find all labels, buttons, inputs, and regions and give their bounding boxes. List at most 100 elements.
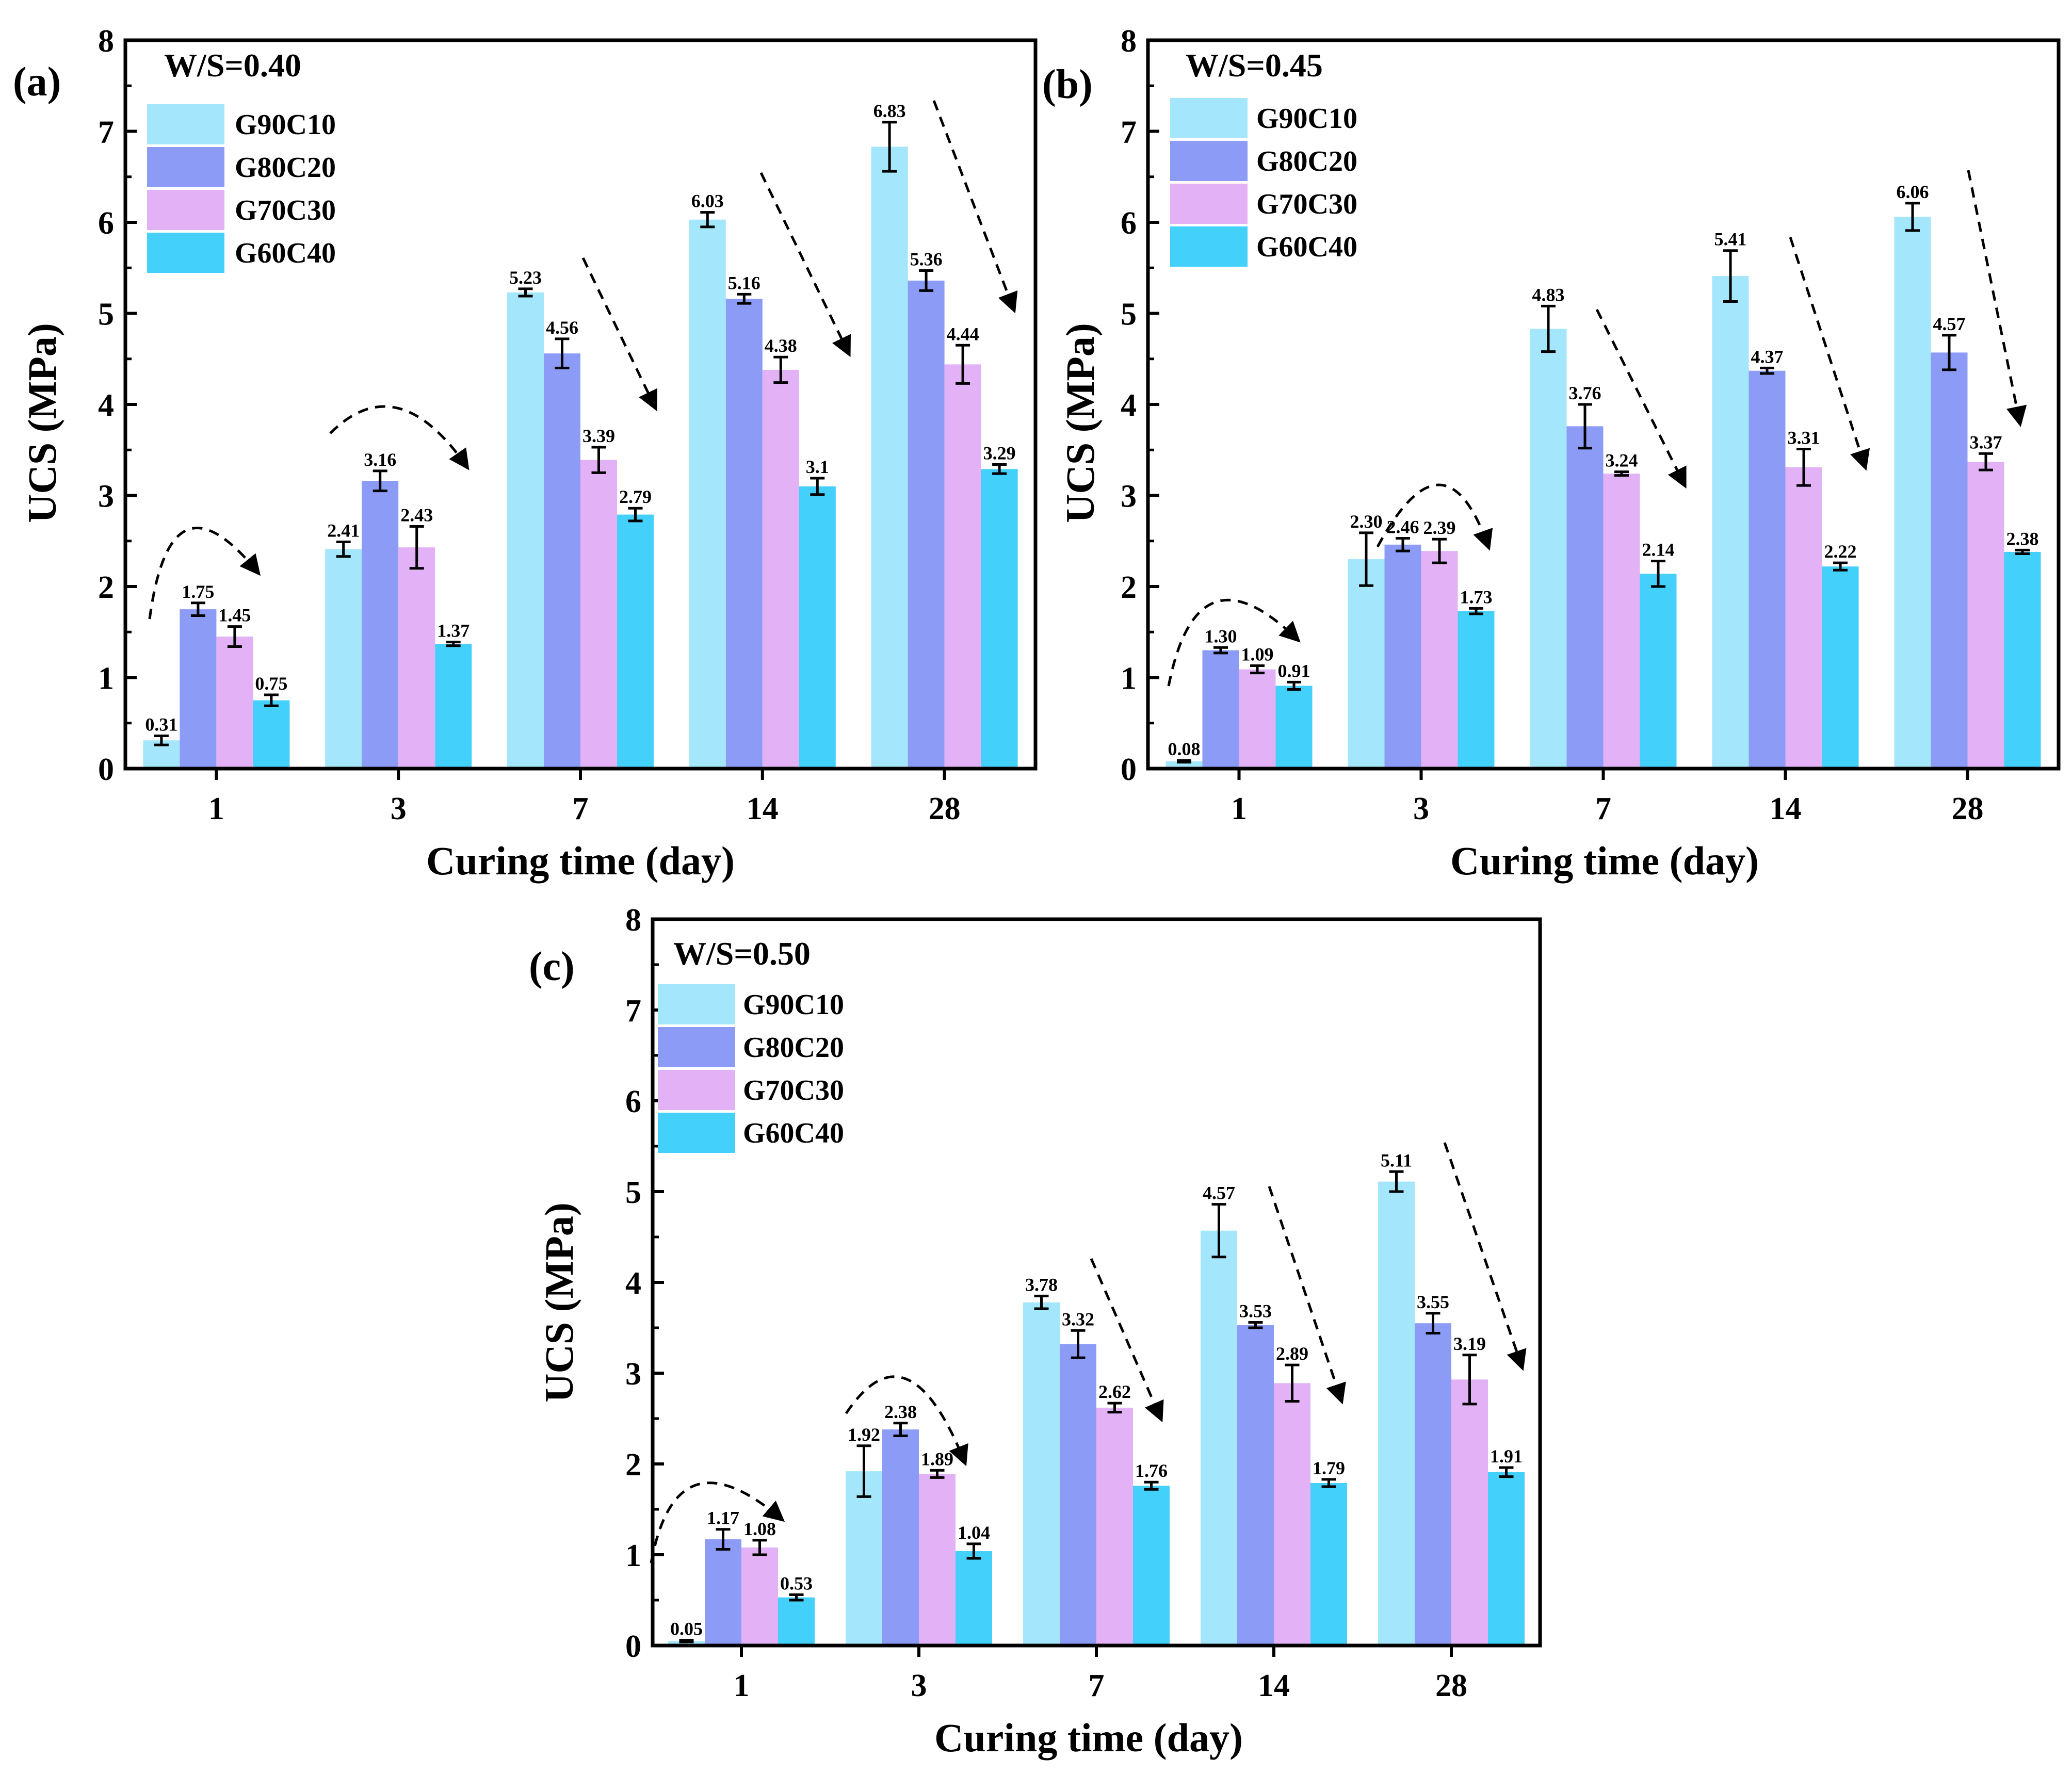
data-label: 2.89 <box>1276 1343 1308 1364</box>
x-tick-label: 7 <box>1089 1668 1105 1703</box>
bar-g70c30 <box>1239 669 1276 769</box>
bar-g60c40 <box>799 486 836 769</box>
y-tick-label: 3 <box>1121 479 1137 514</box>
trend-arrows <box>1167 170 2027 687</box>
legend-swatch <box>1170 141 1248 181</box>
y-tick-label: 5 <box>98 297 114 332</box>
bar-g90c10 <box>1166 761 1203 769</box>
data-label: 2.46 <box>1387 516 1419 537</box>
legend-label: G70C30 <box>1256 188 1357 220</box>
data-label: 1.89 <box>921 1448 953 1469</box>
bar-g60c40 <box>2004 551 2041 769</box>
y-tick-label: 3 <box>625 1357 641 1392</box>
y-tick-label: 4 <box>98 388 114 423</box>
bar-g70c30 <box>1451 1379 1488 1646</box>
x-axis-title: Curing time (day) <box>426 838 735 883</box>
y-axis-title: UCS (MPa) <box>20 323 64 523</box>
y-tick-label: 1 <box>98 661 114 696</box>
data-label: 6.06 <box>1897 182 1929 202</box>
bar-g60c40 <box>1458 611 1495 769</box>
bar-g80c20 <box>1384 544 1421 769</box>
bar-g90c10 <box>1530 329 1567 769</box>
legend-label: G60C40 <box>1256 231 1357 263</box>
legend: W/S=0.45 G90C10 G80C20 G70C30 G60C40 <box>1170 47 1357 267</box>
trend-arrow <box>759 172 851 357</box>
data-label: 4.83 <box>1532 284 1565 305</box>
bar-g60c40 <box>1822 566 1859 769</box>
bar-g70c30 <box>1096 1407 1133 1646</box>
trend-arrows <box>148 100 1018 620</box>
x-tick-label: 1 <box>734 1668 750 1703</box>
bar-g60c40 <box>956 1551 992 1646</box>
y-tick-label: 7 <box>98 115 114 150</box>
data-label: 4.44 <box>947 323 979 344</box>
legend-swatch <box>1170 226 1248 267</box>
data-label: 3.16 <box>364 449 396 470</box>
trend-arrow <box>1443 1142 1527 1371</box>
bar-g90c10 <box>1201 1230 1237 1646</box>
y-tick-label: 0 <box>98 752 114 787</box>
x-tick-label: 3 <box>911 1668 927 1703</box>
bar-g90c10 <box>1023 1302 1060 1646</box>
bar-g80c20 <box>1415 1323 1451 1646</box>
trend-arrow <box>1268 1186 1346 1405</box>
data-label: 1.04 <box>958 1522 990 1543</box>
y-ticks: 0 1 2 3 4 5 6 7 8 <box>625 903 664 1664</box>
plot-frame <box>1146 38 2061 771</box>
bar-g70c30 <box>1274 1383 1310 1646</box>
data-label: 2.79 <box>619 486 652 507</box>
bar-g60c40 <box>1640 574 1677 769</box>
data-label: 0.91 <box>1278 660 1310 681</box>
x-tick-label: 14 <box>747 791 779 826</box>
bar-g80c20 <box>1566 426 1604 769</box>
bar-g90c10 <box>871 146 908 769</box>
bar-g70c30 <box>919 1474 956 1646</box>
legend-swatch <box>1170 98 1248 138</box>
bar-g80c20 <box>544 353 580 769</box>
legend-label: G70C30 <box>235 194 336 226</box>
panel-label: (b) <box>1042 62 1093 107</box>
data-label: 2.38 <box>884 1402 917 1422</box>
x-tick-label: 1 <box>1231 791 1247 826</box>
data-label: 1.76 <box>1135 1460 1168 1481</box>
data-label: 5.23 <box>509 267 542 288</box>
trend-arrow <box>1090 1258 1164 1423</box>
trend-arrow <box>1789 237 1870 471</box>
trend-arrow <box>148 527 261 620</box>
bar-g60c40 <box>1488 1472 1525 1646</box>
plot-frame <box>123 38 1038 771</box>
bar-g90c10 <box>668 1641 705 1646</box>
x-tick-label: 7 <box>573 791 589 826</box>
y-tick-label: 7 <box>1121 115 1137 150</box>
legend-swatch <box>658 1027 735 1067</box>
y-tick-label: 0 <box>625 1629 641 1664</box>
data-label: 3.31 <box>1788 427 1820 448</box>
bars: 0.05 1.171.08 0.53 1.922.38 1.89 1.04 3.783.32… <box>668 1150 1525 1646</box>
legend-label: G70C30 <box>743 1074 844 1106</box>
data-label: 6.83 <box>873 101 906 121</box>
y-tick-label: 4 <box>625 1266 641 1301</box>
x-ticks: 1 3 7 14 28 <box>734 1646 1467 1703</box>
data-label: 2.39 <box>1423 517 1456 538</box>
data-label: 0.05 <box>670 1618 703 1639</box>
x-tick-label: 14 <box>1770 791 1802 826</box>
y-tick-label: 6 <box>1121 206 1137 241</box>
bar-g60c40 <box>253 700 290 769</box>
data-label: 0.75 <box>255 673 287 694</box>
bar-g80c20 <box>1931 352 1968 769</box>
x-tick-label: 28 <box>1952 791 1984 826</box>
legend: W/S=0.50 G90C10 G80C20 G70C30 G60C40 <box>658 935 844 1153</box>
bar-g80c20 <box>882 1429 919 1646</box>
y-tick-label: 7 <box>625 994 641 1029</box>
bar-g80c20 <box>908 280 945 769</box>
panel-label: (c) <box>529 944 575 989</box>
bar-g60c40 <box>1310 1483 1347 1646</box>
legend: W/S=0.40 G90C10 G80C20 G70C30 G60C40 <box>147 47 336 273</box>
data-label: 5.41 <box>1714 229 1747 250</box>
data-label: 1.73 <box>1460 587 1493 607</box>
y-axis-title: UCS (MPa) <box>1058 323 1103 523</box>
trend-arrow <box>1376 483 1493 551</box>
y-ticks: 0 1 2 3 4 5 6 7 8 <box>98 24 137 787</box>
bar-g90c10 <box>846 1471 882 1646</box>
